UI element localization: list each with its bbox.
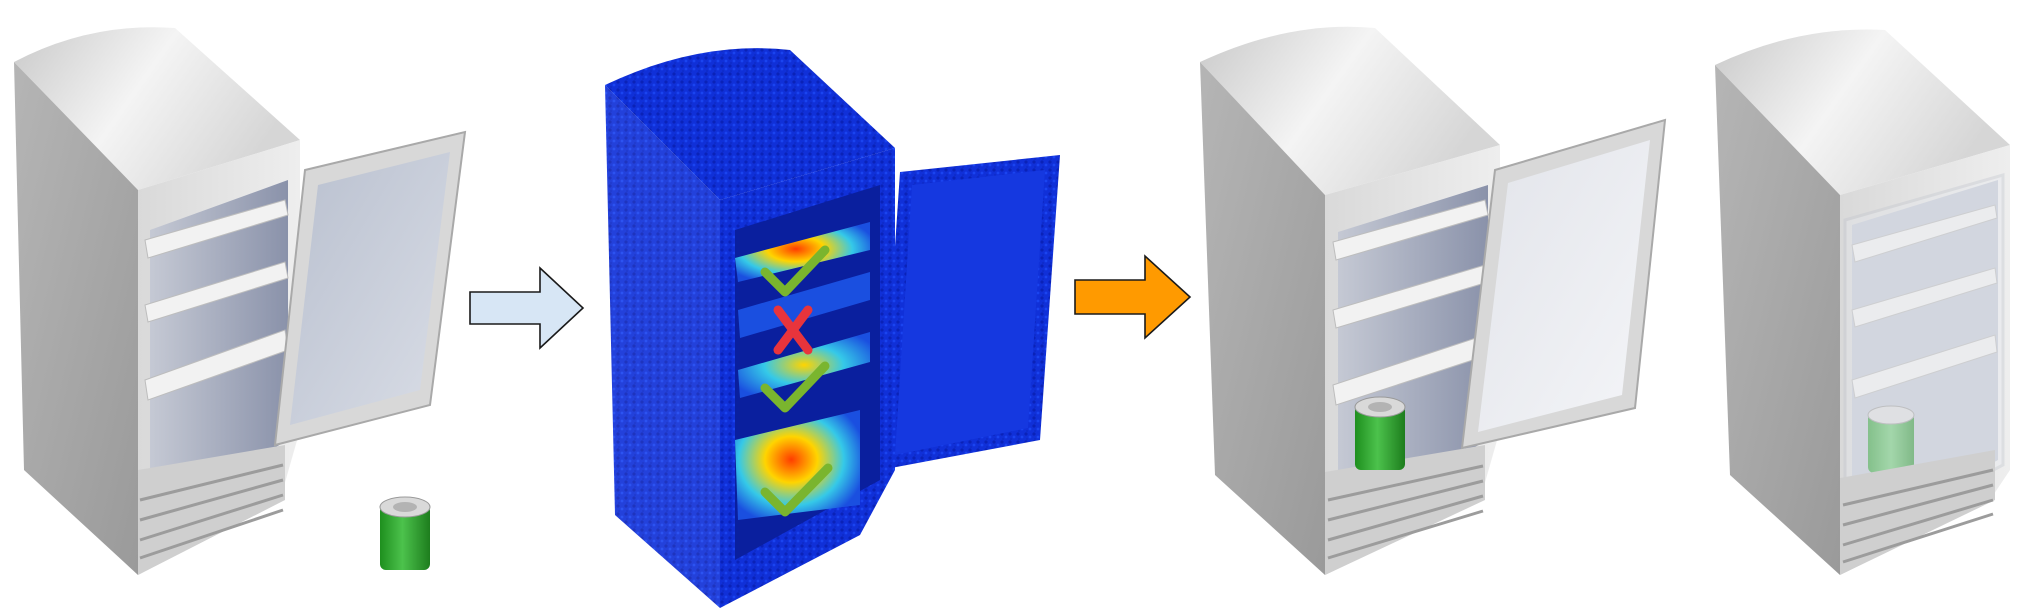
fridge-can-placed-door-open bbox=[1200, 26, 1667, 575]
green-can bbox=[379, 496, 431, 570]
arrow-perception bbox=[469, 266, 585, 350]
fridge-can-placed-door-closed bbox=[1715, 29, 2010, 575]
check-icon bbox=[760, 245, 830, 297]
green-can bbox=[1867, 405, 1915, 473]
fridge-affordance-heatmap bbox=[605, 48, 1060, 608]
check-icon bbox=[760, 361, 830, 413]
check-icon bbox=[760, 463, 833, 517]
cross-icon bbox=[773, 305, 813, 355]
green-can bbox=[1354, 396, 1406, 470]
fridge-open-with-can bbox=[14, 27, 467, 575]
arrow-action bbox=[1074, 254, 1192, 340]
